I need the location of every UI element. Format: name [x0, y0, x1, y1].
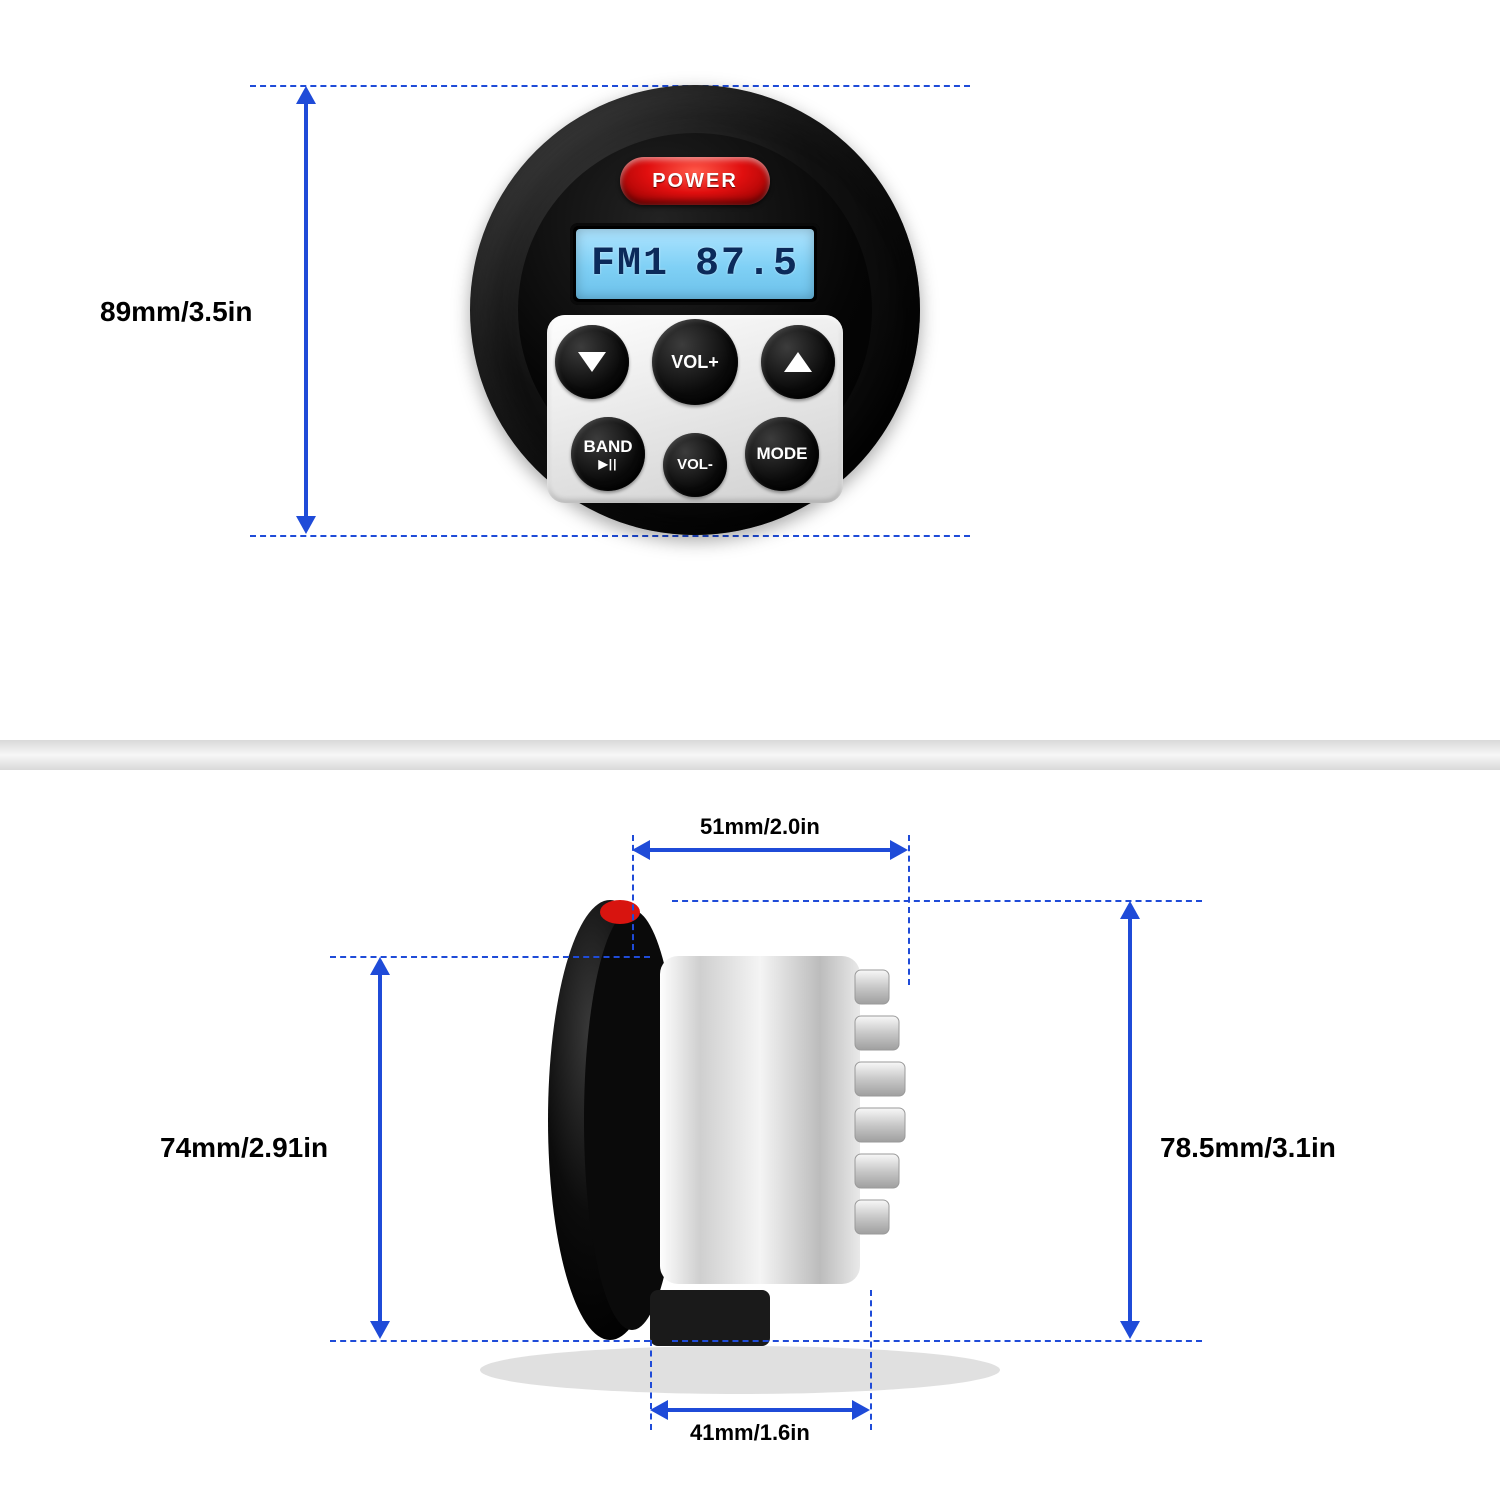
arrowhead [1120, 901, 1140, 919]
ext-line [870, 1290, 872, 1430]
arrowhead [370, 1321, 390, 1339]
face-plate: POWER FM1 87.5 VOL+ BAND▶|| VOL- MODE [518, 133, 872, 487]
arrowhead [1120, 1321, 1140, 1339]
arrowhead [296, 86, 316, 104]
band-label: BAND [583, 438, 632, 456]
dim-front-diameter: 89mm/3.5in [100, 296, 253, 328]
next-button[interactable] [761, 325, 835, 399]
lcd-screen: FM1 87.5 [576, 229, 814, 299]
dim-bottom-width: 41mm/1.6in [690, 1420, 810, 1446]
device-front-view: POWER FM1 87.5 VOL+ BAND ▶|| VOL- MODE [470, 85, 920, 535]
arrowhead [890, 840, 908, 860]
arrowhead [852, 1400, 870, 1420]
dim-left-height: 74mm/2.91in [160, 1132, 328, 1164]
band-button[interactable]: BAND ▶|| [571, 417, 645, 491]
vol-down-button[interactable]: VOL- [663, 433, 727, 497]
dim-arrow-left-h [378, 974, 382, 1322]
dim-arrow-bot-w [668, 1408, 852, 1412]
arrowhead [370, 957, 390, 975]
vol-up-button[interactable]: VOL+ [652, 319, 738, 405]
ext-line [908, 835, 910, 985]
power-button[interactable]: POWER [620, 157, 770, 205]
arrowhead [650, 1400, 668, 1420]
dim-arrow-front-v [304, 103, 308, 517]
play-pause-icon: ▶|| [599, 458, 618, 471]
ext-line [672, 1340, 1202, 1342]
arrowhead [632, 840, 650, 860]
prev-button[interactable] [555, 325, 629, 399]
dim-top-width: 51mm/2.0in [700, 814, 820, 840]
lcd-frame: FM1 87.5 [570, 223, 820, 305]
lcd-text: FM1 87.5 [576, 229, 814, 299]
button-panel: VOL+ BAND ▶|| VOL- MODE [547, 315, 843, 503]
dim-arrow-top-w [650, 848, 890, 852]
section-divider [0, 740, 1500, 770]
product-dimension-infographic: 89mm/3.5in POWER FM1 87.5 VOL+ BAND ▶|| V… [0, 0, 1500, 1500]
dim-right-height: 78.5mm/3.1in [1160, 1132, 1336, 1164]
ext-line [330, 1340, 650, 1342]
arrowhead [296, 516, 316, 534]
dim-arrow-right-h [1128, 918, 1132, 1322]
triangle-up-icon [784, 352, 812, 372]
ext-line-bottom [250, 535, 970, 537]
triangle-down-icon [578, 352, 606, 372]
mode-button[interactable]: MODE [745, 417, 819, 491]
